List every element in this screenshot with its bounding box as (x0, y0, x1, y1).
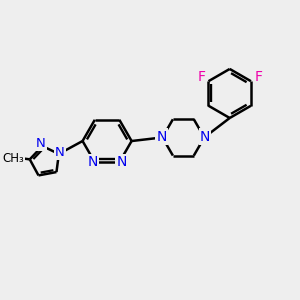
Text: N: N (55, 146, 64, 159)
Text: N: N (200, 130, 210, 143)
Text: CH₃: CH₃ (2, 152, 24, 165)
Text: N: N (87, 155, 98, 169)
Text: F: F (254, 70, 262, 84)
Text: N: N (36, 137, 46, 150)
Text: F: F (197, 70, 205, 84)
Text: N: N (156, 130, 167, 143)
Text: N: N (117, 155, 127, 169)
